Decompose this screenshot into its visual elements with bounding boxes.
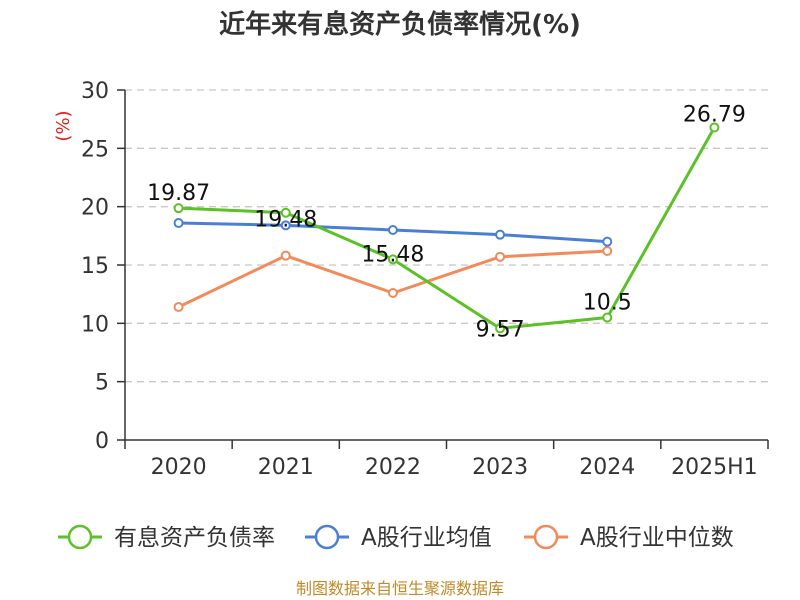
data-point	[709, 122, 720, 133]
data-point	[173, 203, 184, 214]
y-tick-label: 25	[81, 137, 109, 162]
data-label: 9.57	[476, 317, 525, 342]
x-tick-label: 2021	[258, 455, 314, 480]
x-tick-label: 2022	[365, 455, 421, 480]
data-point	[173, 218, 184, 228]
data-point	[173, 302, 184, 312]
legend-swatch-marker	[67, 524, 93, 550]
data-point	[280, 250, 291, 261]
data-label: 19.48	[254, 208, 317, 233]
legend-swatch-marker	[314, 524, 340, 550]
x-tick-label: 2020	[151, 455, 207, 480]
data-point	[602, 246, 613, 256]
data-point	[602, 312, 613, 323]
data-label: 10.5	[583, 291, 632, 316]
data-point	[602, 236, 613, 247]
legend-item[interactable]: A股行业均值	[305, 524, 492, 551]
y-tick-label: 30	[81, 79, 109, 104]
x-tick-label: 2024	[579, 455, 635, 480]
y-tick-label: 15	[81, 254, 109, 279]
data-point	[387, 225, 398, 235]
data-point	[387, 288, 398, 298]
legend-swatch-marker	[533, 524, 559, 550]
data-label: 19.87	[147, 181, 210, 206]
y-tick-label: 10	[81, 312, 109, 337]
x-tick-label: 2025H1	[671, 455, 758, 480]
legend-item[interactable]: A股行业中位数	[524, 524, 734, 551]
source-note: 制图数据来自恒生聚源数据库	[296, 579, 504, 598]
data-label: 15.48	[361, 242, 424, 267]
legend-item[interactable]: 有息资产负债率	[58, 524, 275, 551]
data-point	[495, 323, 506, 334]
y-tick-label: 5	[95, 371, 109, 396]
y-axis-unit-label: (%)	[53, 110, 74, 141]
y-tick-label: 0	[95, 429, 109, 454]
data-point	[495, 229, 506, 240]
data-labels: 19.87 19.48 15.48 9.57 10.5 26.79	[147, 102, 746, 342]
legend-label: 有息资产负债率	[114, 525, 275, 551]
legend: 有息资产负债率 A股行业均值 A股行业中位数	[58, 524, 734, 551]
x-tick-label: 2023	[472, 455, 528, 480]
y-tick-label: 20	[81, 196, 109, 221]
data-label: 26.79	[683, 102, 746, 127]
series-lines	[173, 122, 720, 334]
data-point	[387, 254, 398, 265]
legend-label: A股行业中位数	[580, 525, 734, 551]
chart-title: 近年来有息资产负债率情况(%)	[219, 9, 581, 40]
axes: 0 5 10 15 20 25 30 2020 2021 2022 2023 2024 2025H1	[81, 79, 769, 480]
data-point	[280, 220, 291, 231]
data-point	[280, 207, 291, 218]
data-point	[495, 251, 506, 262]
legend-label: A股行业均值	[361, 525, 492, 551]
series-line-0	[178, 126, 716, 330]
gridlines	[125, 89, 768, 383]
